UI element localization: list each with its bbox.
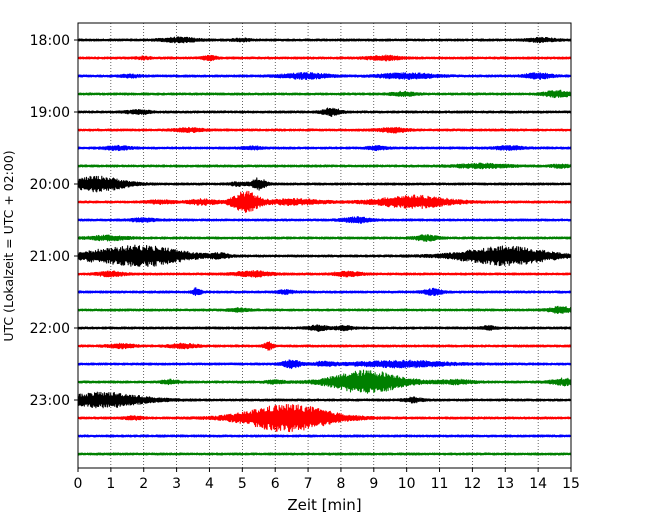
trace-2245 (77, 369, 572, 394)
x-grid (110, 23, 539, 468)
y-tick-label: 19:00 (30, 105, 70, 121)
trace-2300 (77, 391, 572, 409)
trace-2315 (77, 403, 572, 433)
trace-2100 (77, 244, 572, 267)
traces (77, 36, 572, 456)
plot-frame (77, 22, 572, 469)
y-axis: 18:00 19:00 20:00 21:00 22:00 23:00 (30, 33, 78, 409)
y-tick-label: 20:00 (30, 177, 70, 193)
trace-2145 (77, 305, 572, 315)
trace-2345 (77, 452, 572, 456)
x-tick-label: 4 (205, 476, 214, 492)
trace-2215 (77, 341, 572, 351)
trace-2045 (77, 233, 572, 243)
x-tick-label: 9 (369, 476, 378, 492)
x-tick-label: 0 (74, 476, 83, 492)
x-tick-label: 15 (562, 476, 580, 492)
trace-2330 (77, 434, 572, 438)
x-axis: 0 1 2 3 4 5 6 7 8 9 10 11 12 13 14 15 (74, 468, 580, 492)
x-tick-label: 1 (106, 476, 115, 492)
x-tick-label: 2 (139, 476, 148, 492)
trace-2015 (77, 190, 572, 213)
y-tick-label: 22:00 (30, 321, 70, 337)
x-tick-label: 12 (463, 476, 481, 492)
x-tick-label: 7 (304, 476, 313, 492)
y-axis-label: UTC (Lokalzeit = UTC + 02:00) (1, 150, 16, 341)
trace-1800 (77, 36, 572, 44)
trace-2230 (77, 359, 572, 370)
x-tick-label: 10 (398, 476, 416, 492)
x-tick-label: 5 (238, 476, 247, 492)
y-tick-label: 18:00 (30, 33, 70, 49)
trace-1845 (77, 89, 572, 99)
trace-2200 (77, 324, 572, 333)
x-tick-label: 6 (271, 476, 280, 492)
trace-1830 (77, 72, 572, 81)
trace-1930 (77, 144, 572, 152)
trace-2000 (77, 175, 572, 193)
x-tick-label: 11 (431, 476, 449, 492)
x-tick-label: 13 (496, 476, 514, 492)
trace-2130 (77, 287, 572, 297)
trace-1915 (77, 126, 572, 134)
x-tick-label: 14 (529, 476, 547, 492)
y-tick-label: 23:00 (30, 393, 70, 409)
x-axis-label: Zeit [min] (287, 496, 361, 514)
trace-1815 (77, 54, 572, 62)
x-tick-label: 3 (172, 476, 181, 492)
trace-1900 (77, 107, 572, 118)
trace-2115 (77, 270, 572, 278)
x-tick-label: 8 (336, 476, 345, 492)
y-tick-label: 21:00 (30, 249, 70, 265)
trace-1945 (77, 162, 572, 170)
trace-2030 (77, 216, 572, 224)
